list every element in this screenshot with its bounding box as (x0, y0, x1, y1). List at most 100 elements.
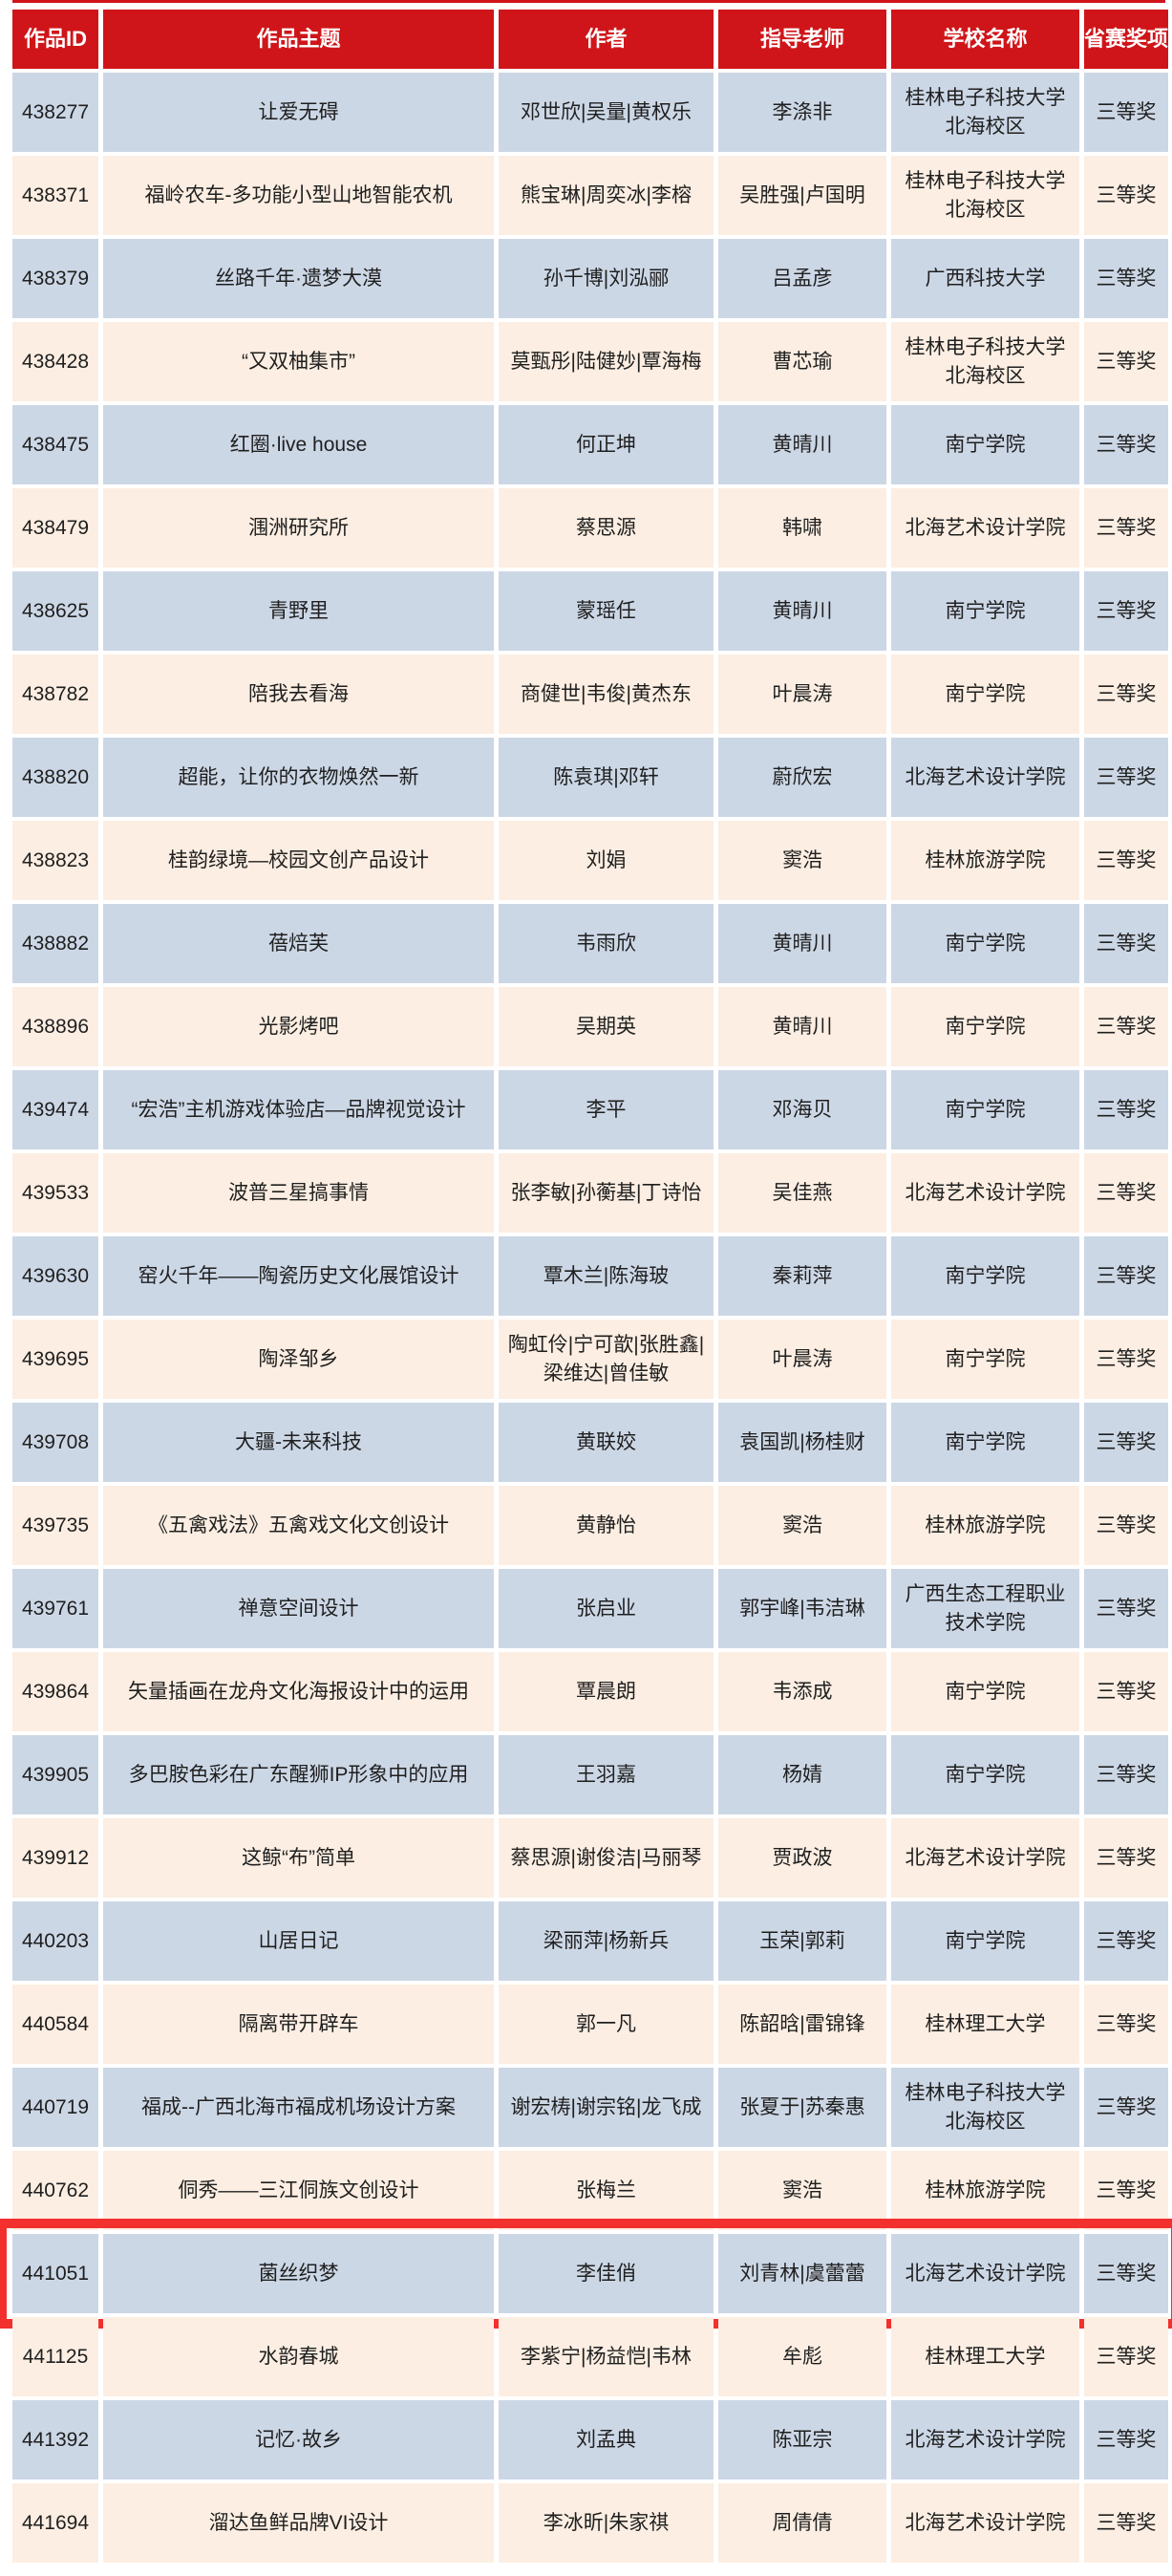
theme-cell: 侗秀——三江侗族文创设计 (103, 2151, 494, 2230)
award-cell: 三等奖 (1084, 1569, 1168, 1648)
authors-cell: 张启业 (499, 1569, 714, 1648)
school-cell: 桂林电子科技大学北海校区 (891, 322, 1079, 401)
table-body: 438277 让爱无碍 邓世欣|吴量|黄权乐 李涤非 桂林电子科技大学北海校区 … (0, 73, 1172, 2563)
work-id-cell: 439761 (12, 1569, 98, 1648)
authors-cell: 黄静怡 (499, 1486, 714, 1565)
table-row: 441392 记忆·故乡 刘孟典 陈亚宗 北海艺术设计学院 三等奖 (12, 2400, 1168, 2479)
teachers-cell: 黄晴川 (718, 405, 886, 484)
table-row-highlighted: 441051 菌丝织梦 李佳俏 刘青林|虞蕾蕾 北海艺术设计学院 三等奖 (0, 2219, 1172, 2329)
table-row: 439761 禅意空间设计 张启业 郭宇峰|韦洁琳 广西生态工程职业技术学院 三… (12, 1569, 1168, 1648)
table-row: 439630 窑火千年——陶瓷历史文化展馆设计 覃木兰|陈海玻 秦莉萍 南宁学院… (12, 1236, 1168, 1316)
theme-cell: 青野里 (103, 571, 494, 651)
teachers-cell: 刘青林|虞蕾蕾 (718, 2234, 886, 2313)
teachers-cell: 李涤非 (718, 73, 886, 152)
award-cell: 三等奖 (1084, 987, 1168, 1066)
table-row: 441694 溜达鱼鲜品牌VI设计 李冰昕|朱家祺 周倩倩 北海艺术设计学院 三… (12, 2483, 1168, 2563)
theme-cell: 隔离带开辟车 (103, 1985, 494, 2064)
teachers-cell: 杨婧 (718, 1735, 886, 1814)
authors-cell: 陶虹伶|宁可歆|张胜鑫|梁维达|曾佳敏 (499, 1320, 714, 1399)
award-cell: 三等奖 (1084, 1985, 1168, 2064)
authors-cell: 蔡思源|谢俊洁|马丽琴 (499, 1818, 714, 1898)
teachers-cell: 窦浩 (718, 1486, 886, 1565)
table-row: 439912 这鲸“布”简单 蔡思源|谢俊洁|马丽琴 贾政波 北海艺术设计学院 … (12, 1818, 1168, 1898)
theme-cell: 水韵春城 (103, 2317, 494, 2396)
teachers-cell: 黄晴川 (718, 987, 886, 1066)
work-id-cell: 438782 (12, 655, 98, 734)
work-id-cell: 441125 (12, 2317, 98, 2396)
award-cell: 三等奖 (1084, 2317, 1168, 2396)
theme-cell: 蓓焙芙 (103, 904, 494, 983)
theme-cell: 陪我去看海 (103, 655, 494, 734)
theme-cell: 桂韵绿境—校园文创产品设计 (103, 821, 494, 900)
authors-cell: 吴期英 (499, 987, 714, 1066)
table-row: 440719 福成--广西北海市福成机场设计方案 谢宏梼|谢宗铭|龙飞成 张夏于… (12, 2068, 1168, 2147)
authors-cell: 覃晨朗 (499, 1652, 714, 1731)
school-cell: 桂林电子科技大学北海校区 (891, 156, 1079, 235)
work-id-cell: 438896 (12, 987, 98, 1066)
table-row: 439695 陶泽邹乡 陶虹伶|宁可歆|张胜鑫|梁维达|曾佳敏 叶晨涛 南宁学院… (12, 1320, 1168, 1399)
theme-cell: 涠洲研究所 (103, 488, 494, 568)
teachers-cell: 叶晨涛 (718, 655, 886, 734)
school-cell: 桂林理工大学 (891, 2317, 1079, 2396)
award-cell: 三等奖 (1084, 1652, 1168, 1731)
teachers-cell: 牟彪 (718, 2317, 886, 2396)
theme-cell: 记忆·故乡 (103, 2400, 494, 2479)
authors-cell: 邓世欣|吴量|黄权乐 (499, 73, 714, 152)
work-id-cell: 438882 (12, 904, 98, 983)
work-id-cell: 440584 (12, 1985, 98, 2064)
theme-cell: 多巴胺色彩在广东醒狮IP形象中的应用 (103, 1735, 494, 1814)
table-row: 438428 “又双柚集市” 莫甄彤|陆健妙|覃海梅 曹芯瑜 桂林电子科技大学北… (12, 322, 1168, 401)
award-cell: 三等奖 (1084, 904, 1168, 983)
table-row: 438823 桂韵绿境—校园文创产品设计 刘娟 窦浩 桂林旅游学院 三等奖 (12, 821, 1168, 900)
teachers-cell: 陈亚宗 (718, 2400, 886, 2479)
table-row: 438882 蓓焙芙 韦雨欣 黄晴川 南宁学院 三等奖 (12, 904, 1168, 983)
table-row: 438479 涠洲研究所 蔡思源 韩啸 北海艺术设计学院 三等奖 (12, 488, 1168, 568)
school-cell: 北海艺术设计学院 (891, 738, 1079, 817)
theme-cell: “宏浩”主机游戏体验店—品牌视觉设计 (103, 1070, 494, 1149)
authors-cell: 张李敏|孙蘅基|丁诗怡 (499, 1153, 714, 1233)
table-row: 439905 多巴胺色彩在广东醒狮IP形象中的应用 王羽嘉 杨婧 南宁学院 三等… (12, 1735, 1168, 1814)
work-id-cell: 439533 (12, 1153, 98, 1233)
table-row: 438277 让爱无碍 邓世欣|吴量|黄权乐 李涤非 桂林电子科技大学北海校区 … (12, 73, 1168, 152)
theme-cell: 福成--广西北海市福成机场设计方案 (103, 2068, 494, 2147)
work-id-cell: 439735 (12, 1486, 98, 1565)
column-header-teachers: 指导老师 (718, 10, 886, 69)
teachers-cell: 韩啸 (718, 488, 886, 568)
award-cell: 三等奖 (1084, 2068, 1168, 2147)
teachers-cell: 陈韶晗|雷锦锋 (718, 1985, 886, 2064)
award-cell: 三等奖 (1084, 2151, 1168, 2230)
school-cell: 北海艺术设计学院 (891, 2483, 1079, 2563)
award-cell: 三等奖 (1084, 322, 1168, 401)
award-cell: 三等奖 (1084, 1320, 1168, 1399)
teachers-cell: 秦莉萍 (718, 1236, 886, 1316)
authors-cell: 李紫宁|杨益恺|韦林 (499, 2317, 714, 2396)
school-cell: 北海艺术设计学院 (891, 2234, 1079, 2313)
award-cell: 三等奖 (1084, 1153, 1168, 1233)
teachers-cell: 周倩倩 (718, 2483, 886, 2563)
theme-cell: 窑火千年——陶瓷历史文化展馆设计 (103, 1236, 494, 1316)
teachers-cell: 郭宇峰|韦洁琳 (718, 1569, 886, 1648)
theme-cell: 福岭农车-多功能小型山地智能农机 (103, 156, 494, 235)
awards-table: 作品ID 作品主题 作者 指导老师 学校名称 省赛奖项 438277 让爱无碍 … (0, 10, 1172, 2563)
authors-cell: 黄联姣 (499, 1403, 714, 1482)
theme-cell: 菌丝织梦 (103, 2234, 494, 2313)
teachers-cell: 吕孟彦 (718, 239, 886, 318)
award-cell: 三等奖 (1084, 73, 1168, 152)
teachers-cell: 窦浩 (718, 821, 886, 900)
work-id-cell: 438371 (12, 156, 98, 235)
award-cell: 三等奖 (1084, 655, 1168, 734)
authors-cell: 梁丽萍|杨新兵 (499, 1901, 714, 1981)
school-cell: 南宁学院 (891, 655, 1079, 734)
work-id-cell: 439474 (12, 1070, 98, 1149)
table-header-row: 作品ID 作品主题 作者 指导老师 学校名称 省赛奖项 (12, 10, 1168, 69)
work-id-cell: 438277 (12, 73, 98, 152)
work-id-cell: 439864 (12, 1652, 98, 1731)
table-row: 440203 山居日记 梁丽萍|杨新兵 玉荣|郭莉 南宁学院 三等奖 (12, 1901, 1168, 1981)
award-cell: 三等奖 (1084, 1403, 1168, 1482)
authors-cell: 何正坤 (499, 405, 714, 484)
teachers-cell: 窦浩 (718, 2151, 886, 2230)
school-cell: 桂林旅游学院 (891, 821, 1079, 900)
authors-cell: 孙千博|刘泓郦 (499, 239, 714, 318)
table-row: 441125 水韵春城 李紫宁|杨益恺|韦林 牟彪 桂林理工大学 三等奖 (12, 2317, 1168, 2396)
authors-cell: 熊宝琳|周奕冰|李榕 (499, 156, 714, 235)
